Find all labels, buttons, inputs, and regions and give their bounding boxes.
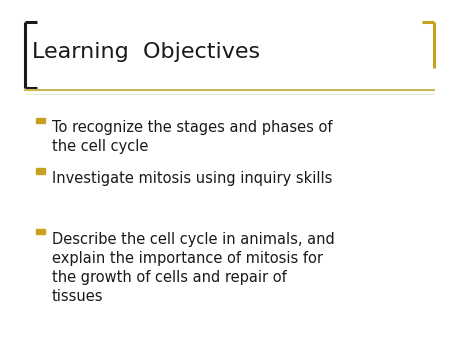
Text: Learning  Objectives: Learning Objectives [32, 42, 260, 63]
Text: Investigate mitosis using inquiry skills: Investigate mitosis using inquiry skills [52, 171, 332, 186]
FancyBboxPatch shape [36, 229, 45, 234]
Text: To recognize the stages and phases of
the cell cycle: To recognize the stages and phases of th… [52, 120, 332, 154]
Text: Describe the cell cycle in animals, and
explain the importance of mitosis for
th: Describe the cell cycle in animals, and … [52, 232, 334, 304]
FancyBboxPatch shape [36, 118, 45, 123]
FancyBboxPatch shape [36, 168, 45, 173]
